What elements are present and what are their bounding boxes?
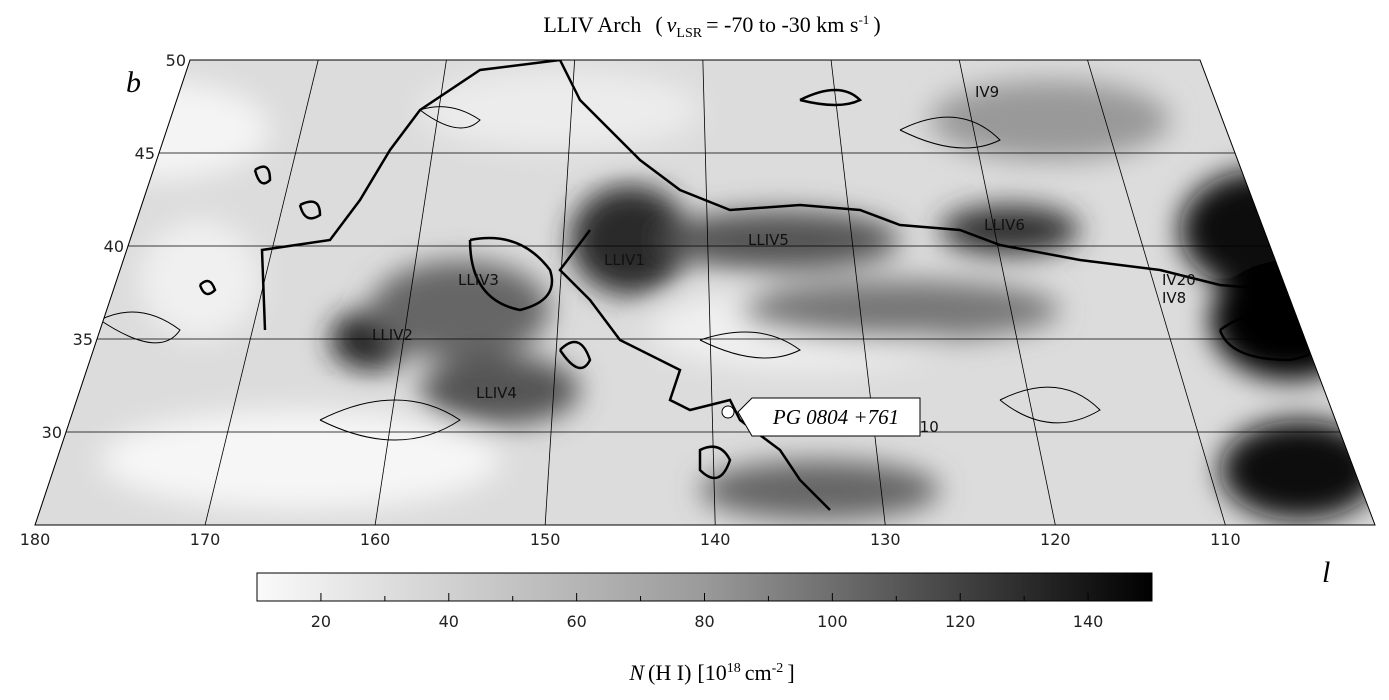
longitude-line — [958, 60, 1056, 525]
l-tick-label: 110 — [1210, 530, 1241, 549]
colorbar-label: N (H I) [1018 cm-2] — [628, 660, 794, 685]
b-tick-label: 50 — [166, 51, 186, 70]
l-axis-label: l — [1322, 556, 1330, 589]
longitude-line — [1087, 60, 1226, 525]
longitude-line — [204, 60, 319, 525]
l-tick-label: 150 — [530, 530, 561, 549]
map-frame — [34, 59, 1376, 526]
grid — [35, 60, 1375, 525]
l-tick-label: 160 — [360, 530, 391, 549]
label-symbol: N — [628, 660, 645, 685]
label-exp: -2 — [772, 661, 784, 676]
feature-label: IV9 — [975, 83, 999, 101]
l-tick-label: 170 — [190, 530, 221, 549]
l-tick-label: 120 — [1040, 530, 1071, 549]
feature-label: IV20 — [1162, 271, 1196, 289]
longitude-line — [702, 60, 716, 525]
title-range: = -70 to -30 km s — [706, 12, 858, 37]
l-tick-label: 140 — [700, 530, 731, 549]
source-marker — [721, 405, 735, 419]
features: LLIV1 LLIV2 LLIV3 LLIV4 LLIV5 LLIV6 IV9 IV20IV8… — [372, 83, 1196, 436]
colorbar-tick-label: 40 — [439, 612, 459, 631]
label-species: (H I) — [648, 660, 691, 685]
source-box — [737, 397, 921, 437]
title-sub: LSR — [676, 26, 702, 41]
feature-label: LLIV1 — [604, 251, 645, 269]
l-tick-label: 180 — [20, 530, 51, 549]
b-tick-label: 30 — [42, 423, 62, 442]
title-paren: ( — [655, 12, 662, 37]
colorbar-tick-label: 100 — [817, 612, 848, 631]
label-exp: 18 — [727, 661, 741, 676]
source-callout: PG 0804 +761 — [721, 397, 921, 437]
source-label: PG 0804 +761 — [772, 405, 899, 429]
longitude-line — [374, 60, 447, 525]
colorbar-tick-label: 80 — [694, 612, 714, 631]
feature-label: LLIV2 — [372, 326, 413, 344]
b-axis-label: b — [126, 66, 141, 99]
title-var: v — [667, 12, 677, 37]
b-tick-label: 35 — [73, 330, 93, 349]
title-paren: ) — [873, 12, 880, 37]
feature-label: LLIV6 — [984, 216, 1025, 234]
feature-label: LLIV3 — [458, 271, 499, 289]
colorbar-tick-label: 20 — [311, 612, 331, 631]
colorbar-tick-label: 140 — [1073, 612, 1104, 631]
feature-label: LLIV5 — [748, 231, 789, 249]
b-tick-label: 45 — [135, 144, 155, 163]
longitude-line — [830, 60, 886, 525]
label-unit: [10 — [697, 660, 726, 685]
label-unit: cm — [745, 660, 772, 685]
title-name: LLIV Arch — [543, 12, 641, 37]
title: LLIV Arch (vLSR = -70 to -30 km s-1) — [543, 12, 880, 41]
feature-label: LLIV4 — [476, 384, 517, 402]
longitude-line — [544, 60, 576, 525]
l-tick-label: 130 — [870, 530, 901, 549]
label-unit: ] — [787, 660, 794, 685]
colorbar-tick-label: 60 — [566, 612, 586, 631]
colorbar-tick-label: 120 — [945, 612, 976, 631]
colorbar-ticks: 20 40 60 80 100 120 140 — [311, 593, 1104, 631]
feature-label: IV8 — [1162, 289, 1186, 307]
title-sup: -1 — [858, 12, 869, 27]
b-tick-label: 40 — [104, 237, 124, 256]
contours — [99, 60, 1333, 511]
